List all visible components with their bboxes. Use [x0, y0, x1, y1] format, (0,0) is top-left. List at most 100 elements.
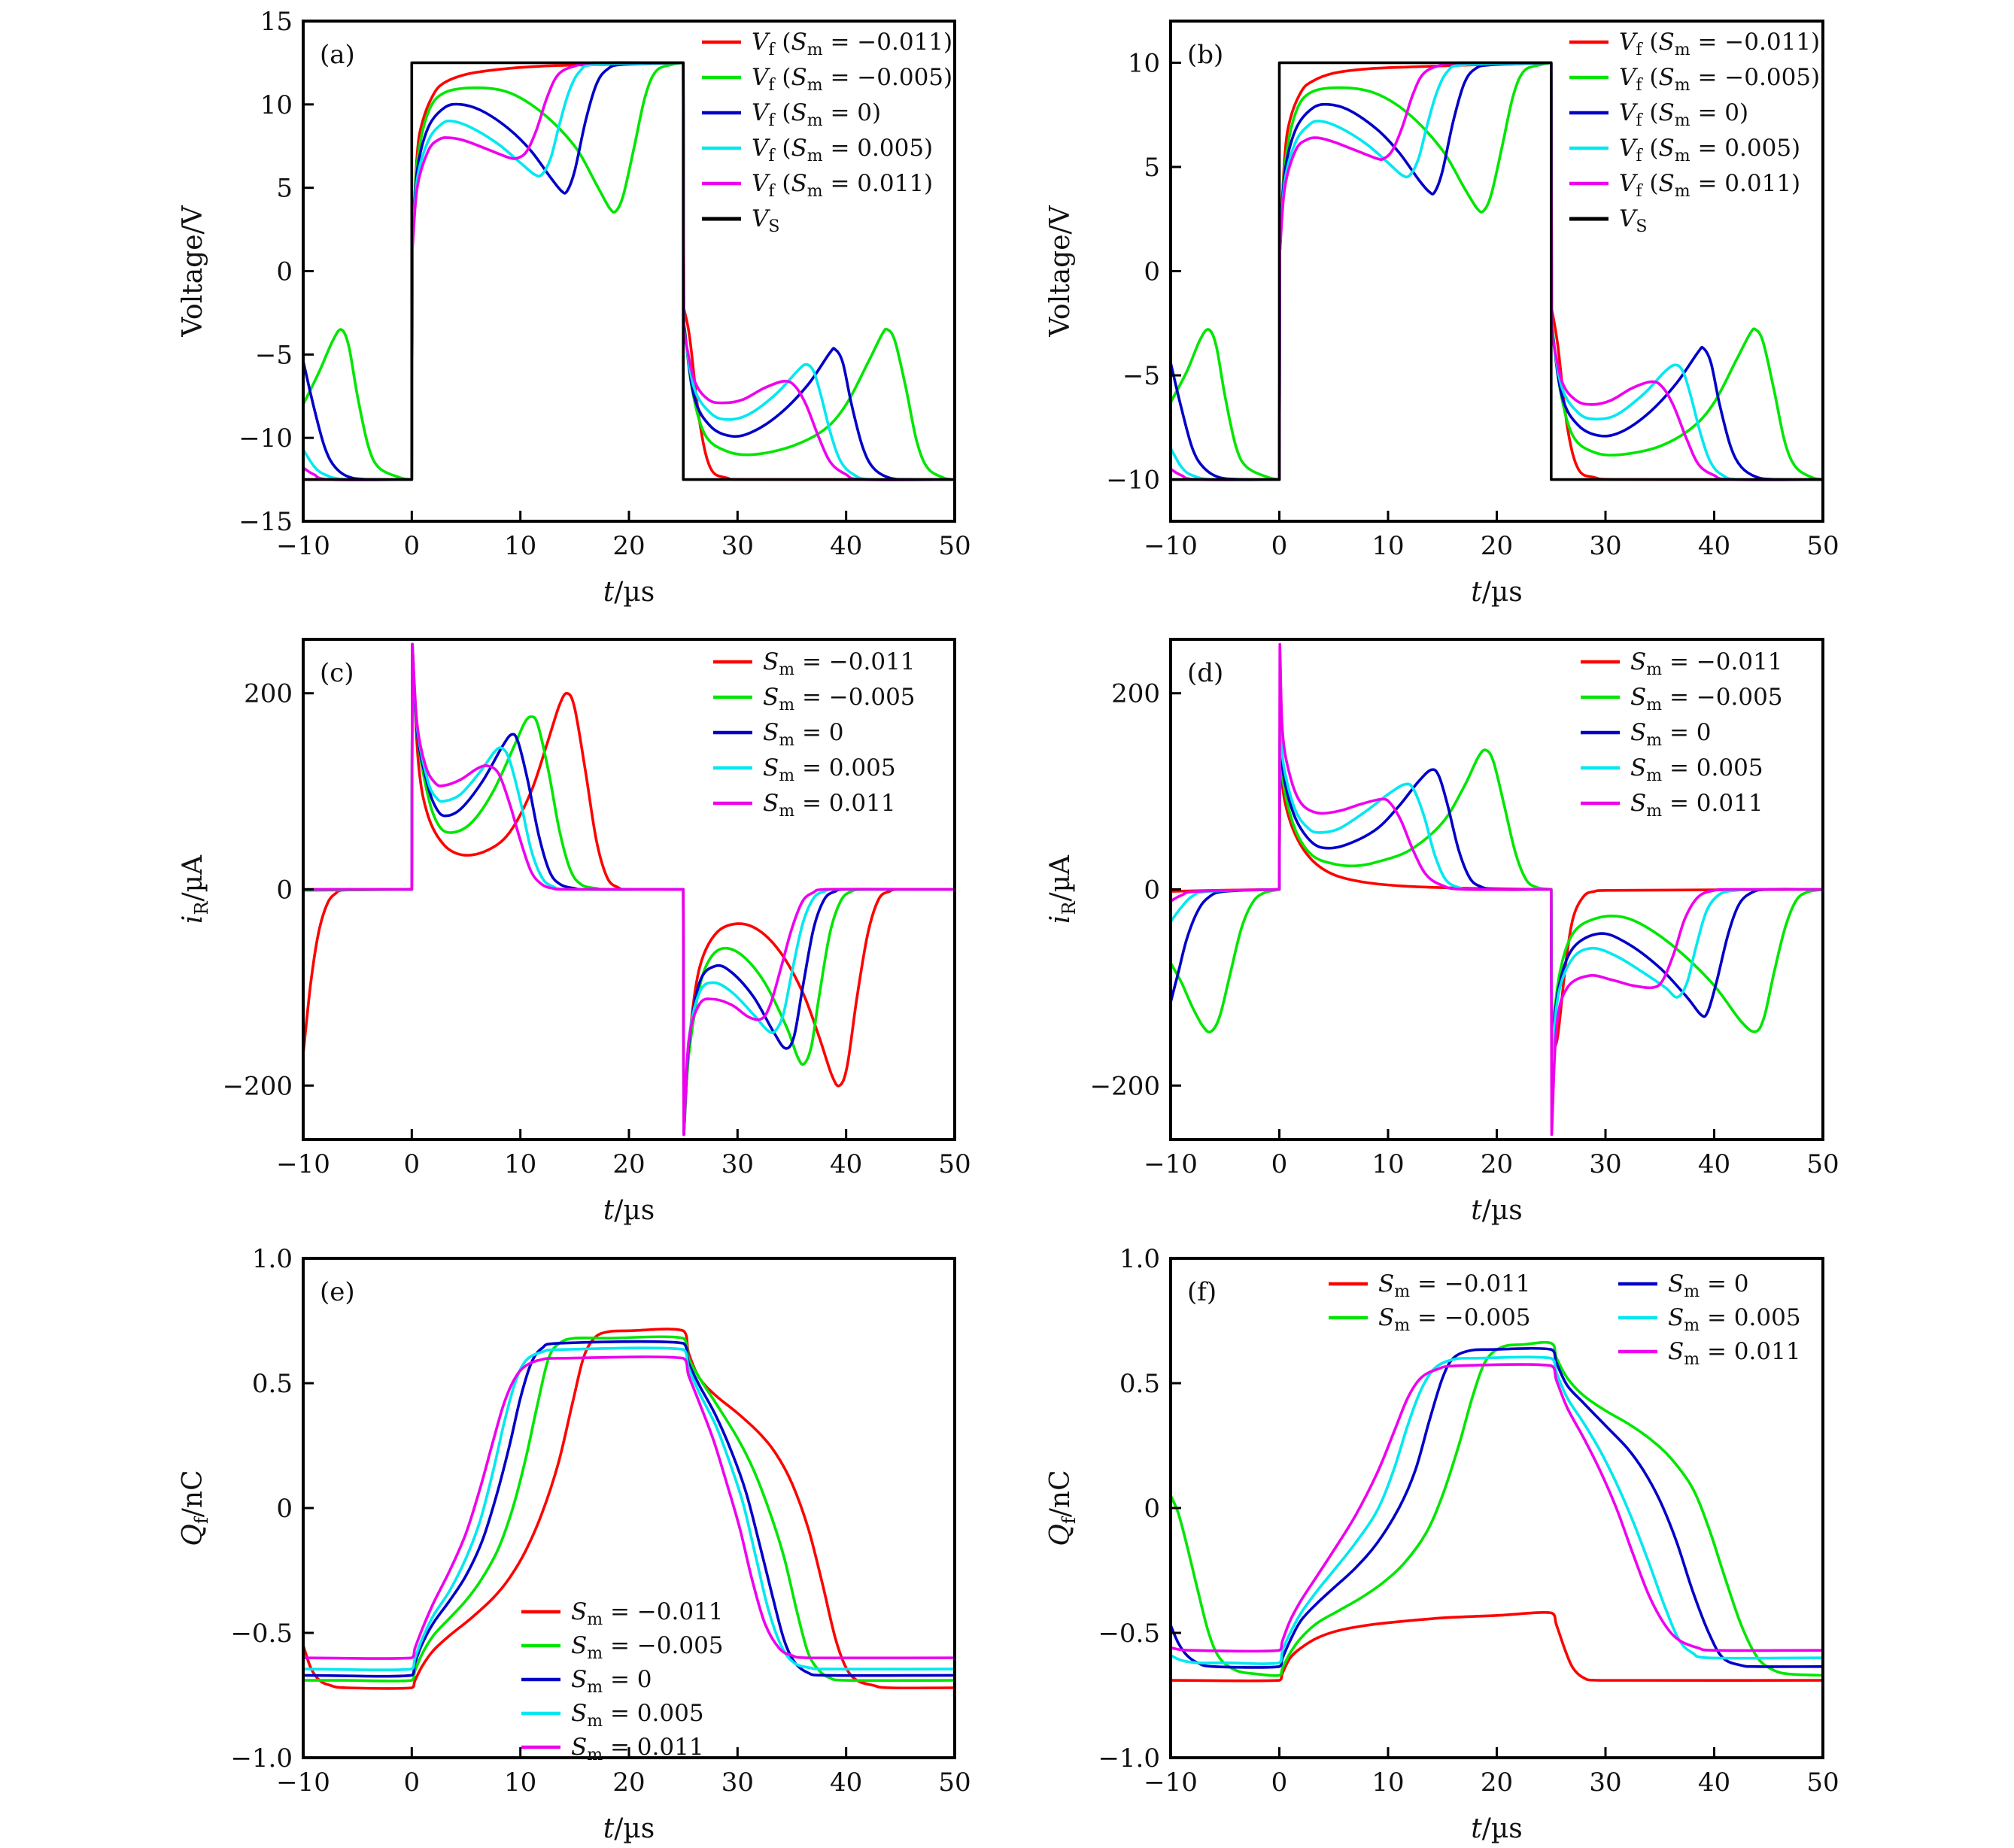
legend-label: Sm = 0 — [571, 1666, 652, 1697]
legend-label: Sm = 0 — [1630, 719, 1712, 750]
y-tick-label: 5 — [276, 174, 293, 204]
legend-item: Vf (Sm = 0.005) — [1569, 135, 1800, 165]
x-tick-label: 0 — [1271, 1149, 1288, 1179]
legend-label: Sm = 0.011 — [763, 790, 896, 821]
x-tick-label: 50 — [1806, 1149, 1839, 1179]
series-line-Vs — [1171, 61, 1823, 481]
x-tick-label: 40 — [830, 531, 862, 561]
series-line-Sm0p011 — [1171, 1611, 1823, 1683]
legend-item: Vf (Sm = 0) — [702, 99, 881, 130]
series-line-Sm0p011 — [1171, 642, 1823, 1136]
legend-label: Vf (Sm = 0.011) — [1619, 170, 1800, 201]
x-tick-label: 10 — [504, 531, 536, 561]
y-axis-title: Qf/nC — [1045, 1470, 1080, 1546]
x-tick-label: 50 — [938, 531, 971, 561]
y-tick-label: −5 — [1122, 361, 1160, 391]
legend-item: Vf (Sm = 0.011) — [1569, 170, 1800, 201]
y-tick-label: −15 — [238, 507, 293, 537]
x-axis-title: t/µs — [1471, 1195, 1522, 1226]
legend-item: Sm = 0.011 — [1581, 790, 1763, 821]
x-tick-label: 30 — [721, 531, 754, 561]
y-axis-title: Voltage/V — [1045, 205, 1076, 337]
x-tick-label: 50 — [938, 1768, 971, 1798]
y-tick-label: 0.5 — [252, 1369, 293, 1399]
panel-c: −10 0 10 20 30 40 50 −200 0 200 t/µs iR/µA (c) Sm = −… — [178, 638, 971, 1226]
legend-label: Sm = 0 — [1668, 1270, 1749, 1301]
legend-item: Sm = 0.011 — [521, 1734, 704, 1765]
legend-item: Sm = 0.005 — [521, 1700, 704, 1731]
x-tick-label: 0 — [1271, 1768, 1288, 1798]
series-line-Sm0p011 — [303, 1355, 955, 1660]
x-tick-label: 20 — [612, 1149, 645, 1179]
series-line-Sm0p005 — [1171, 1340, 1823, 1677]
y-tick-label: 0 — [1144, 1494, 1160, 1524]
y-tick-label: −1.0 — [230, 1743, 293, 1774]
legend-item: Vf (Sm = −0.005) — [702, 64, 952, 95]
legend-item: Sm = −0.005 — [1329, 1304, 1531, 1335]
x-tick-label: 10 — [504, 1768, 536, 1798]
legend-label: Vf (Sm = 0.005) — [1619, 135, 1800, 165]
x-tick-label: 30 — [1589, 1768, 1621, 1798]
legend-item: Vf (Sm = 0) — [1569, 99, 1748, 130]
legend-item: VS — [702, 205, 779, 236]
panel-label: (a) — [320, 40, 355, 70]
x-tick-label: 0 — [404, 1768, 421, 1798]
legend-item: Sm = 0 — [521, 1666, 652, 1697]
x-tick-label: 0 — [404, 1149, 421, 1179]
legend-item: Sm = 0.005 — [713, 754, 896, 785]
legend-label: Sm = 0.005 — [1668, 1304, 1801, 1335]
x-tick-label: −10 — [1144, 1149, 1198, 1179]
series-line-Sm0p011 — [1171, 61, 1823, 481]
legend-item: Vf (Sm = 0.005) — [702, 135, 933, 165]
x-tick-label: 10 — [1372, 1149, 1404, 1179]
legend-label: Sm = −0.005 — [1630, 684, 1783, 715]
series-line-Sm0p005 — [1171, 731, 1823, 1058]
legend-label: Vf (Sm = 0.011) — [752, 170, 933, 201]
y-tick-label: −10 — [238, 423, 293, 454]
x-axis-title: t/µs — [1471, 577, 1522, 608]
y-tick-label: −1.0 — [1098, 1743, 1160, 1774]
legend-label: VS — [752, 205, 779, 236]
x-axis-title: t/µs — [603, 1813, 655, 1844]
x-tick-label: 50 — [1806, 1768, 1839, 1798]
series-line-Sm0p011 — [303, 61, 955, 481]
y-tick-label: 10 — [1128, 48, 1160, 78]
curves — [1171, 642, 1823, 1136]
legend-item: Sm = 0.005 — [1618, 1304, 1801, 1335]
series-line-Sm0 — [303, 1340, 955, 1678]
legend-item: Sm = −0.005 — [1581, 684, 1783, 715]
panel-label: (e) — [320, 1277, 355, 1307]
y-tick-label: 0 — [276, 875, 293, 906]
legend-item: Vf (Sm = −0.011) — [1569, 29, 1820, 59]
legend-item: Vf (Sm = 0.011) — [702, 170, 933, 201]
x-tick-label: 40 — [1698, 531, 1730, 561]
x-tick-label: 20 — [1481, 1768, 1513, 1798]
x-tick-label: 0 — [1271, 531, 1288, 561]
y-axis-title: Voltage/V — [178, 205, 208, 337]
y-tick-label: 200 — [244, 679, 293, 709]
x-tick-label: 40 — [830, 1149, 862, 1179]
legend-label: Sm = 0 — [763, 719, 844, 750]
legend-item: Vf (Sm = −0.011) — [702, 29, 952, 59]
y-tick-label: 0 — [1144, 875, 1160, 906]
series-line-Sm0p005 — [1171, 748, 1823, 1038]
legend-item: Sm = −0.005 — [521, 1632, 724, 1663]
legend-label: Sm = 0.011 — [1668, 1338, 1801, 1369]
legend-label: Vf (Sm = −0.011) — [752, 29, 952, 59]
series-line-Sm0p005 — [1171, 61, 1823, 481]
series-line-Vs — [303, 61, 955, 481]
legend-label: Vf (Sm = 0.005) — [752, 135, 933, 165]
x-tick-label: 20 — [1481, 1149, 1513, 1179]
y-axis-title: iR/µA — [178, 854, 212, 924]
series-line-Sm0p011 — [1171, 1363, 1823, 1653]
legend-item: Vf (Sm = −0.005) — [1569, 64, 1820, 95]
legend-label: Vf (Sm = 0) — [1619, 99, 1748, 130]
x-tick-label: 40 — [830, 1768, 862, 1798]
panels: −10 0 10 20 30 40 50−15−10−5051015t/µsVoltage/… — [178, 7, 1839, 1844]
y-tick-label: 0.5 — [1119, 1369, 1160, 1399]
legend-label: Sm = −0.011 — [1378, 1270, 1531, 1301]
panel-a: −10 0 10 20 30 40 50−15−10−5051015t/µsVoltage/… — [178, 7, 971, 608]
legend-item: Sm = −0.011 — [521, 1598, 724, 1629]
